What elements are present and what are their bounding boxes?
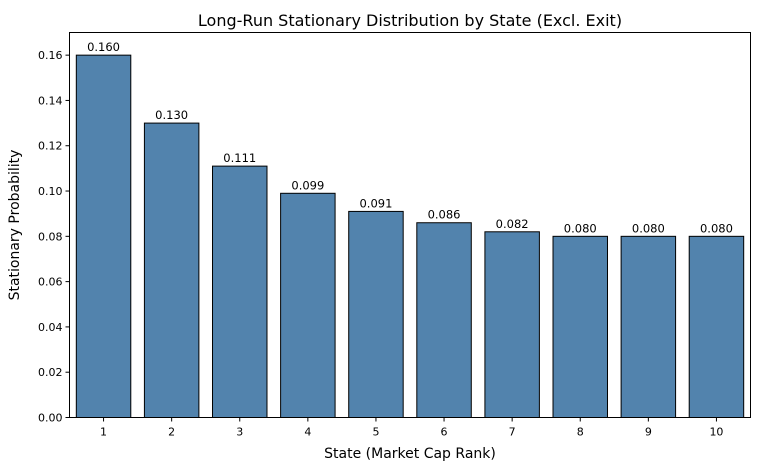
x-tick-label: 8 bbox=[577, 426, 584, 439]
y-tick-label: 0.08 bbox=[38, 230, 63, 243]
y-tick-label: 0.14 bbox=[38, 94, 63, 107]
bar bbox=[484, 231, 540, 418]
bar bbox=[416, 222, 472, 418]
plot-frame bbox=[69, 32, 751, 418]
x-tick-label: 1 bbox=[100, 426, 107, 439]
x-tick-label: 3 bbox=[236, 426, 243, 439]
x-tick-label: 7 bbox=[509, 426, 516, 439]
x-axis-label: State (Market Cap Rank) bbox=[324, 446, 496, 462]
bar-value-label: 0.080 bbox=[700, 221, 733, 235]
y-tick-label: 0.06 bbox=[38, 276, 63, 289]
x-tick-label: 6 bbox=[441, 426, 448, 439]
bar-value-label: 0.082 bbox=[496, 217, 529, 231]
bar bbox=[280, 192, 336, 418]
x-tick-label: 2 bbox=[168, 426, 175, 439]
bar-value-label: 0.080 bbox=[564, 221, 597, 235]
bar-value-label: 0.130 bbox=[155, 108, 188, 122]
bar bbox=[688, 235, 745, 418]
bar-value-label: 0.099 bbox=[291, 178, 324, 192]
bar-value-label: 0.091 bbox=[359, 196, 392, 210]
y-tick-label: 0.02 bbox=[38, 366, 63, 379]
bar bbox=[212, 165, 268, 418]
y-axis: 0.00 0.02 0.04 0.06 0.08 0.10 0.12 0.14 0.16 bbox=[38, 49, 70, 425]
x-axis: 1 2 3 4 5 6 7 8 9 10 bbox=[100, 417, 723, 439]
bar-value-label: 0.080 bbox=[632, 221, 665, 235]
y-tick-label: 0.00 bbox=[38, 412, 63, 425]
bar bbox=[143, 122, 200, 419]
y-tick-label: 0.04 bbox=[38, 321, 63, 334]
bar bbox=[75, 54, 132, 418]
x-tick-label: 5 bbox=[372, 426, 379, 439]
y-tick-label: 0.10 bbox=[38, 185, 63, 198]
x-tick-label: 4 bbox=[304, 426, 311, 439]
y-tick-label: 0.16 bbox=[38, 49, 63, 62]
bar-value-label: 0.086 bbox=[428, 208, 461, 222]
bars-group bbox=[75, 54, 745, 419]
x-tick-label: 10 bbox=[709, 426, 723, 439]
bar bbox=[620, 235, 677, 418]
bar-value-label: 0.111 bbox=[223, 151, 256, 165]
y-tick-label: 0.12 bbox=[38, 140, 63, 153]
data-labels-group: 0.160 0.130 0.111 0.099 0.091 0.086 0.082 0.080… bbox=[87, 40, 733, 235]
bar bbox=[552, 235, 608, 418]
chart-title: Long-Run Stationary Distribution by Stat… bbox=[198, 11, 622, 30]
bar bbox=[348, 210, 404, 418]
bar-value-label: 0.160 bbox=[87, 40, 120, 54]
y-axis-label: Stationary Probability bbox=[7, 150, 23, 301]
x-tick-label: 9 bbox=[645, 426, 652, 439]
